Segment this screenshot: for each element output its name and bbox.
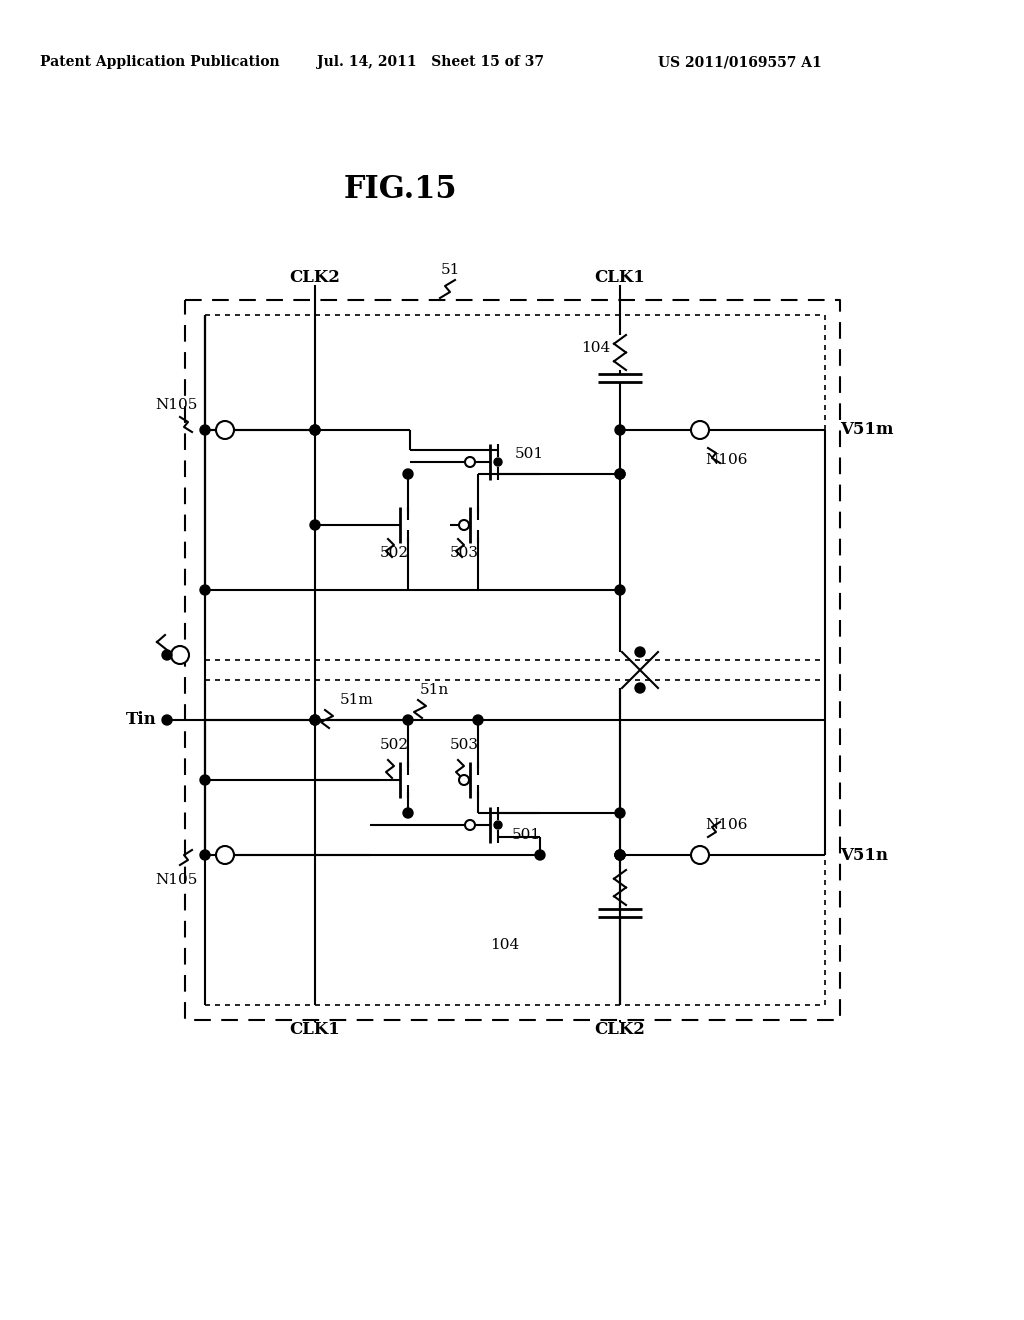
Circle shape	[615, 469, 625, 479]
Text: Jul. 14, 2011   Sheet 15 of 37: Jul. 14, 2011 Sheet 15 of 37	[316, 55, 544, 69]
Text: 51m: 51m	[340, 693, 374, 708]
Text: 502: 502	[380, 546, 410, 560]
Text: 503: 503	[450, 546, 479, 560]
Circle shape	[615, 469, 625, 479]
Circle shape	[465, 820, 475, 830]
Circle shape	[216, 846, 234, 865]
Circle shape	[635, 647, 645, 657]
Text: 104: 104	[581, 341, 610, 355]
Circle shape	[403, 715, 413, 725]
Text: 503: 503	[450, 738, 479, 752]
Text: Tin: Tin	[126, 711, 157, 729]
Circle shape	[473, 715, 483, 725]
Text: 501: 501	[512, 828, 541, 842]
Text: FIG.15: FIG.15	[343, 174, 457, 206]
Circle shape	[615, 585, 625, 595]
Circle shape	[465, 457, 475, 467]
Text: V51m: V51m	[840, 421, 894, 438]
Circle shape	[162, 649, 172, 660]
Circle shape	[459, 775, 469, 785]
Circle shape	[459, 520, 469, 531]
Text: CLK1: CLK1	[595, 269, 645, 286]
Circle shape	[310, 715, 319, 725]
Text: CLK1: CLK1	[290, 1022, 340, 1039]
Text: Patent Application Publication: Patent Application Publication	[40, 55, 280, 69]
Text: 501: 501	[515, 447, 544, 461]
Circle shape	[200, 585, 210, 595]
Circle shape	[494, 821, 502, 829]
Circle shape	[310, 520, 319, 531]
Text: 51: 51	[440, 263, 460, 277]
Text: N105: N105	[155, 873, 198, 887]
Circle shape	[615, 850, 625, 861]
Circle shape	[171, 645, 189, 664]
Circle shape	[162, 715, 172, 725]
Text: V51n: V51n	[840, 846, 888, 863]
Circle shape	[310, 425, 319, 436]
Circle shape	[216, 421, 234, 440]
Circle shape	[403, 469, 413, 479]
Text: 51n: 51n	[420, 682, 450, 697]
Text: CLK2: CLK2	[290, 269, 340, 286]
Text: US 2011/0169557 A1: US 2011/0169557 A1	[658, 55, 822, 69]
Circle shape	[691, 846, 709, 865]
Circle shape	[310, 425, 319, 436]
Text: CLK2: CLK2	[595, 1022, 645, 1039]
Circle shape	[310, 715, 319, 725]
Circle shape	[691, 421, 709, 440]
Circle shape	[200, 850, 210, 861]
Circle shape	[615, 425, 625, 436]
Circle shape	[635, 682, 645, 693]
Text: 502: 502	[380, 738, 410, 752]
Text: N106: N106	[705, 818, 748, 832]
Text: 104: 104	[490, 939, 519, 952]
Circle shape	[200, 425, 210, 436]
Text: N105: N105	[155, 399, 198, 412]
Text: N106: N106	[705, 453, 748, 467]
Circle shape	[615, 808, 625, 818]
Circle shape	[615, 850, 625, 861]
Circle shape	[200, 775, 210, 785]
Circle shape	[535, 850, 545, 861]
Circle shape	[403, 808, 413, 818]
Circle shape	[615, 850, 625, 861]
Circle shape	[494, 458, 502, 466]
